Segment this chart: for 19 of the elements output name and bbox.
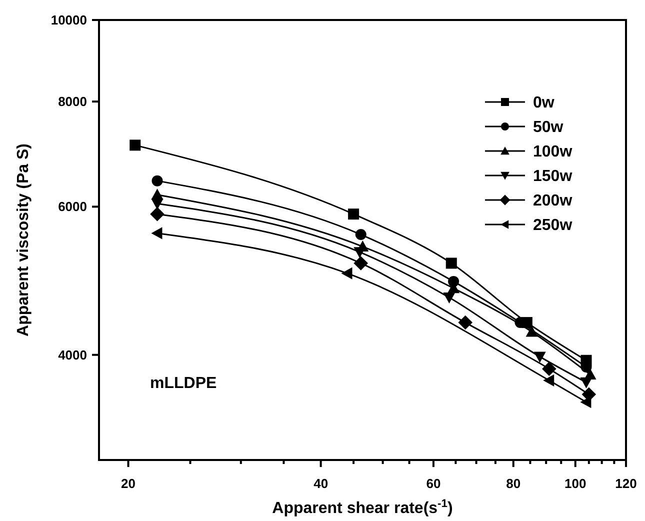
y-tick-label: 8000 — [58, 94, 87, 110]
legend-label: 50w — [533, 119, 564, 136]
x-tick-label: 120 — [615, 476, 637, 491]
y-tick-label: 6000 — [58, 199, 87, 214]
y-tick-label: 4000 — [58, 347, 87, 362]
x-tick-label: 20 — [121, 476, 136, 491]
legend-label: 100w — [533, 144, 573, 161]
legend-label: 250w — [533, 217, 573, 234]
x-tick-label: 40 — [314, 476, 328, 491]
x-tick-label: 80 — [506, 476, 521, 491]
legend-label: 200w — [533, 192, 573, 210]
y-axis-title: Apparent viscosity (Pa S) — [15, 144, 32, 336]
legend-label: 0w — [533, 94, 555, 112]
legend-label: 150w — [533, 168, 573, 186]
y-tick-label: 10000 — [50, 12, 87, 28]
x-tick-label: 100 — [564, 476, 586, 491]
x-tick-label: 60 — [426, 476, 441, 491]
annotation: mLLDPE — [150, 375, 217, 392]
x-axis-title: Apparent shear rate(s$^{-1}$) — [272, 498, 453, 517]
